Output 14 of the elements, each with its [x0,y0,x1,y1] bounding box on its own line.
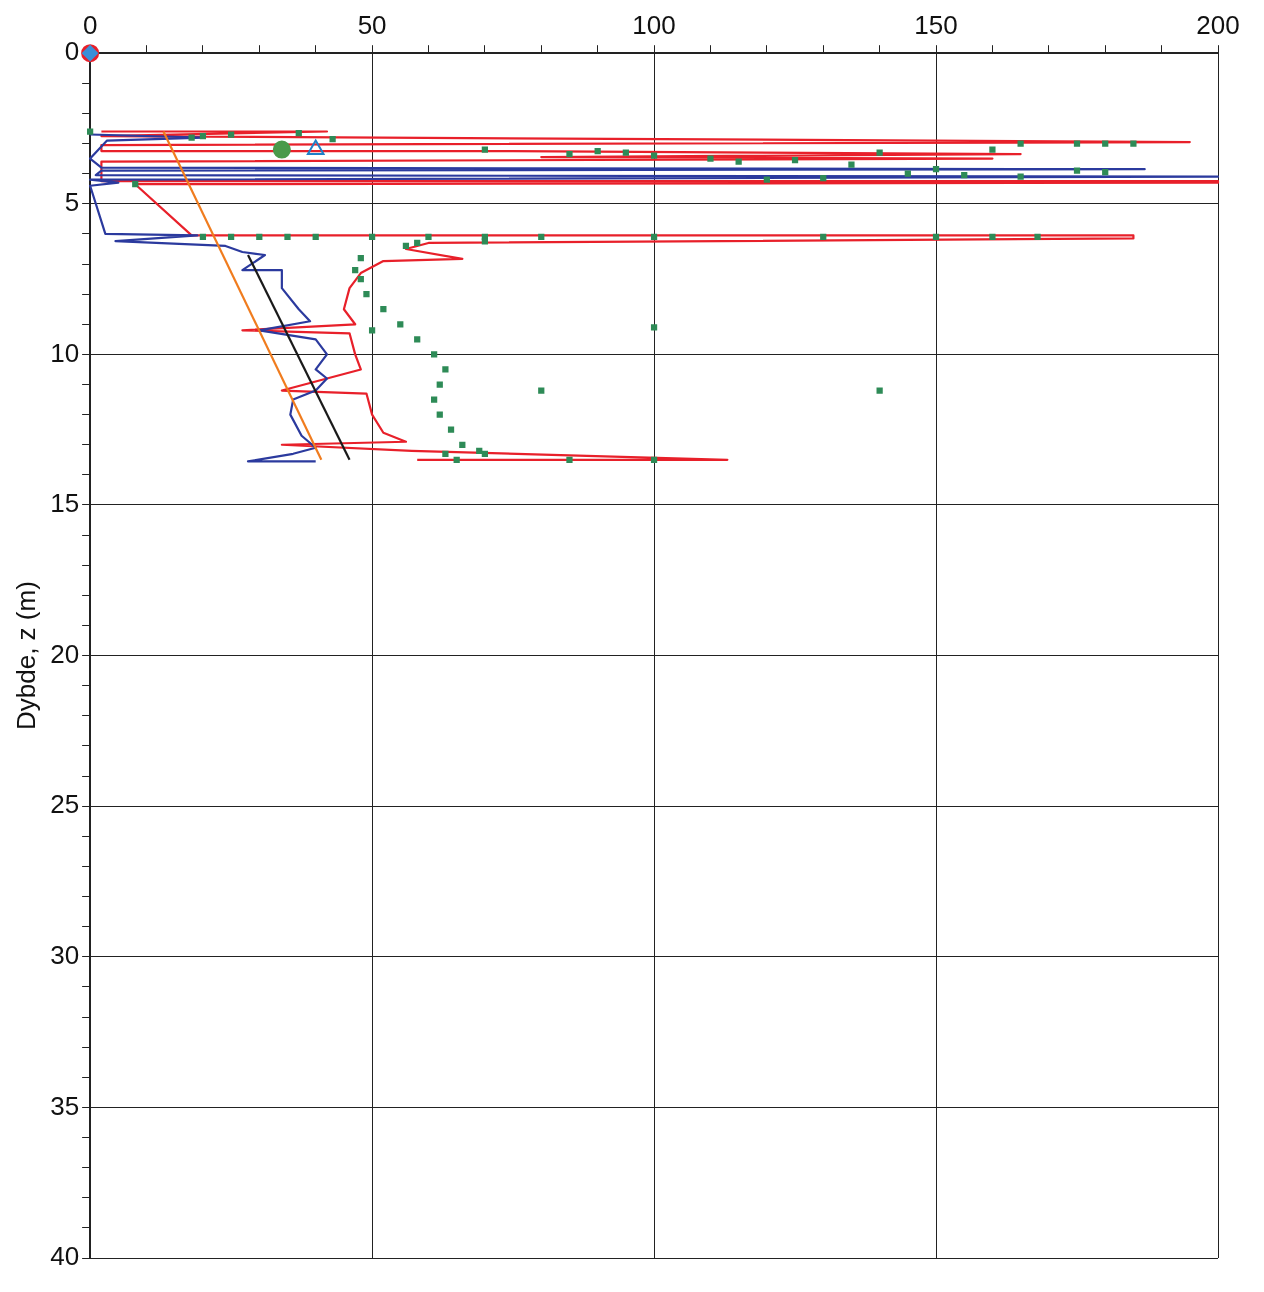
y-tick-label: 15 [50,488,80,519]
y-tick-label: 35 [50,1090,80,1121]
y-tick-label: 40 [50,1241,80,1272]
x-tick-label: 150 [914,9,958,40]
y-tick-label: 5 [64,186,80,217]
x-tick-label: 200 [1196,9,1240,40]
y-tick-label: 30 [50,939,80,970]
x-tick-label: 50 [357,9,387,40]
y-tick-label: 20 [50,638,80,669]
x-tick-label: 100 [632,9,676,40]
y-axis-title: Dybde, z (m) [10,581,41,731]
y-tick-label: 0 [64,36,80,67]
y-tick-label: 10 [50,337,80,368]
y-tick-label: 25 [50,789,80,820]
